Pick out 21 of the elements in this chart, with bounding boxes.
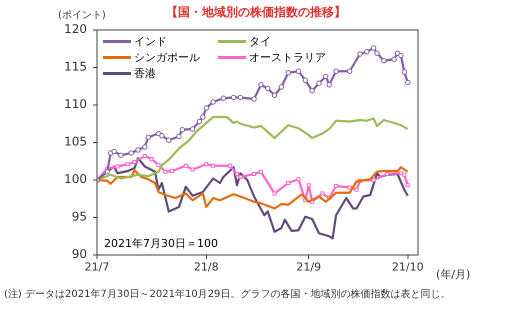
y-axis-title: (ポイント): [58, 9, 106, 22]
legend-label: オーストラリア: [249, 50, 326, 64]
y-tick-label: 110: [64, 97, 87, 112]
y-tick-label: 120: [64, 22, 87, 36]
x-tick-label: 21/9: [296, 260, 322, 274]
y-tick-label: 90: [72, 247, 87, 262]
y-tick-label: 100: [64, 172, 87, 186]
legend-label: 香港: [134, 66, 156, 80]
x-axis-title: (年/月): [436, 267, 470, 282]
y-tick-label: 95: [72, 210, 87, 224]
y-tick-label: 105: [64, 134, 87, 149]
legend-label: インド: [134, 34, 167, 48]
chart-title: 【国・地域別の株価指数の推移】: [166, 5, 346, 19]
text: (注) データは2021年7月30日～2021年10月29日。グラフの各国・地域別の株価指数は表と同じ。: [4, 288, 450, 301]
y-tick-label: 115: [64, 60, 87, 74]
x-tick-label: 21/8: [194, 260, 219, 274]
legend-label: シンガポール: [134, 50, 200, 64]
x-tick-label: 21/7: [84, 260, 110, 274]
x-tick-label: 21/10: [392, 260, 424, 274]
legend-label: タイ: [249, 34, 271, 48]
annotation: 2021年7月30日＝100: [104, 236, 218, 251]
